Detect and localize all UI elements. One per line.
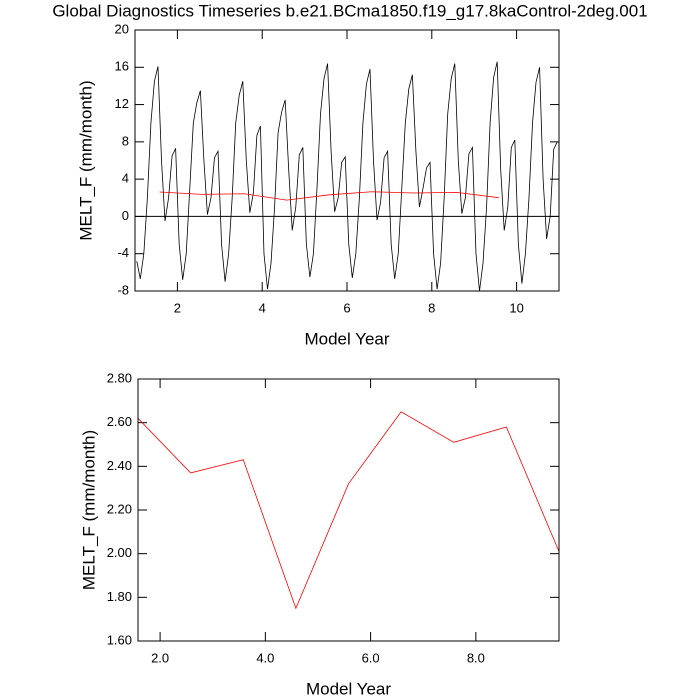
x-tick-label: 2 [174,300,181,315]
series-line [136,61,558,292]
x-axis-label: Model Year [306,679,391,698]
y-tick-label: -4 [117,245,129,260]
y-tick-label: 12 [115,96,129,111]
series-line [137,411,560,610]
x-tick-label: 6 [343,300,350,315]
y-tick-label: 8 [122,133,129,148]
x-tick-label: 6.0 [362,650,380,665]
x-tick-label: 2.0 [151,650,169,665]
x-axis-label: Model Year [304,329,389,348]
y-tick-label: 2.40 [107,458,132,473]
plot-frame [137,378,560,642]
y-tick-label: -8 [117,282,129,297]
y-tick-label: 2.00 [107,545,132,560]
x-tick-label: 4 [259,300,266,315]
plot-frame [134,29,560,292]
series-line [159,191,499,201]
y-tick-label: 20 [115,21,129,36]
y-tick-label: 1.60 [107,632,132,647]
y-tick-label: 2.20 [107,501,132,516]
y-tick-label: 4 [122,171,129,186]
x-tick-label: 10 [509,300,523,315]
x-tick-label: 8 [428,300,435,315]
x-tick-label: 8.0 [467,650,485,665]
y-tick-label: 16 [115,59,129,74]
y-axis-label: MELT_F (mm/month) [79,430,98,590]
chart-title: Global Diagnostics Timeseries b.e21.BCma… [52,1,647,20]
y-axis-label: MELT_F (mm/month) [76,80,95,240]
y-tick-label: 2.60 [107,414,132,429]
y-tick-label: 2.80 [107,370,132,385]
x-tick-label: 4.0 [256,650,274,665]
y-tick-label: 1.80 [107,589,132,604]
y-tick-label: 0 [122,208,129,223]
